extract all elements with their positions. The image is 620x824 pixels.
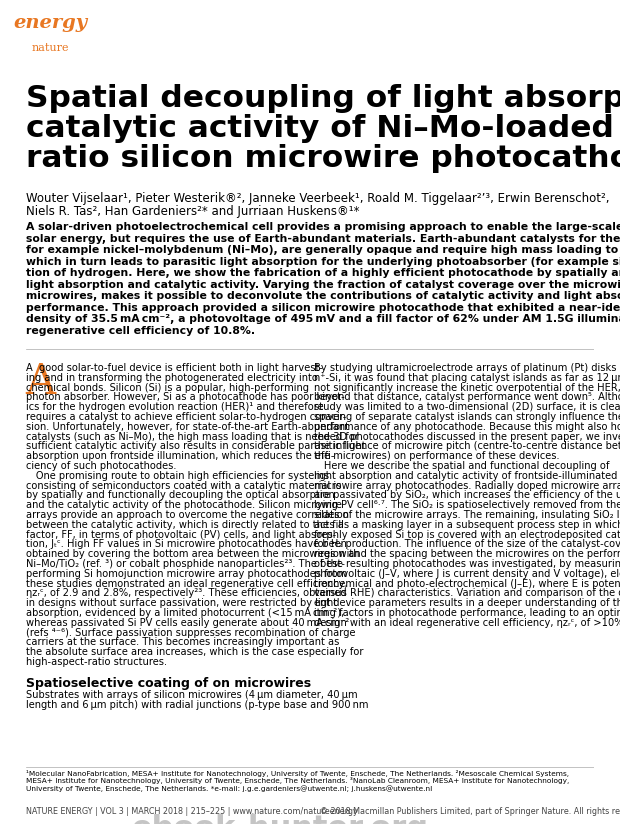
Text: obtained by covering the bottom area between the microwires with: obtained by covering the bottom area bet…: [26, 550, 360, 559]
Text: A: A: [25, 361, 55, 403]
Text: by spatially and functionally decoupling the optical absorption: by spatially and functionally decoupling…: [26, 490, 335, 500]
Text: chemical bonds. Silicon (Si) is a popular, high-performing: chemical bonds. Silicon (Si) is a popula…: [26, 382, 309, 392]
Text: study was limited to a two-dimensional (2D) surface, it is clear that the: study was limited to a two-dimensional (…: [314, 402, 620, 412]
Text: ent device parameters results in a deeper understanding of the lim-: ent device parameters results in a deepe…: [314, 598, 620, 608]
Text: microwires, makes it possible to deconvolute the contributions of catalytic acti: microwires, makes it possible to deconvo…: [26, 291, 620, 301]
Text: for H₂ production. The influence of the size of the catalyst-covered: for H₂ production. The influence of the …: [314, 540, 620, 550]
Text: catalysts (such as Ni–Mo), the high mass loading that is needed for: catalysts (such as Ni–Mo), the high mass…: [26, 432, 359, 442]
Text: not significantly increase the kinetic overpotential of the HER, but that,: not significantly increase the kinetic o…: [314, 382, 620, 392]
Text: A  good solar-to-fuel device is efficient both in light harvest-: A good solar-to-fuel device is efficient…: [26, 363, 323, 373]
Text: MESA+ Institute for Nanotechnology, University of Twente, Enschede, The Netherla: MESA+ Institute for Nanotechnology, Univ…: [26, 778, 569, 784]
Text: Niels R. Tas², Han Gardeniers²* and Jurriaan Huskens®¹*: Niels R. Tas², Han Gardeniers²* and Jurr…: [26, 205, 360, 218]
Text: the absolute surface area increases, which is the case especially for: the absolute surface area increases, whi…: [26, 647, 363, 658]
Text: Substrates with arrays of silicon microwires (4 μm diameter, 40 μm: Substrates with arrays of silicon microw…: [26, 690, 358, 700]
Text: freshly exposed Si top is covered with an electrodeposited catalyst: freshly exposed Si top is covered with a…: [314, 530, 620, 540]
Text: microwire array photocathodes. Radially doped microwire arrays: microwire array photocathodes. Radially …: [314, 480, 620, 490]
Text: sufficient catalytic activity also results in considerable parasitic light: sufficient catalytic activity also resul…: [26, 442, 366, 452]
Text: By studying ultramicroelectrode arrays of platinum (Pt) disks on: By studying ultramicroelectrode arrays o…: [314, 363, 620, 373]
Text: photon absorber. However, Si as a photocathode has poor kinet-: photon absorber. However, Si as a photoc…: [26, 392, 345, 402]
Text: tion, Jₜᶜ. High FF values in Si microwire photocathodes have been: tion, Jₜᶜ. High FF values in Si microwir…: [26, 540, 347, 550]
Text: carriers at the surface. This becomes increasingly important as: carriers at the surface. This becomes in…: [26, 638, 339, 648]
Text: Spatioselective coating of on microwires: Spatioselective coating of on microwires: [26, 677, 311, 690]
Text: performance of any photocathode. Because this might also hold for: performance of any photocathode. Because…: [314, 422, 620, 432]
Text: Spatial decoupling of light absorption and: Spatial decoupling of light absorption a…: [26, 84, 620, 113]
Text: factor, FF, in terms of photovoltaic (PV) cells, and light absorp-: factor, FF, in terms of photovoltaic (PV…: [26, 530, 336, 540]
Text: ratio silicon microwire photocathodes: ratio silicon microwire photocathodes: [26, 144, 620, 173]
Text: consisting of semiconductors coated with a catalytic material is: consisting of semiconductors coated with…: [26, 480, 342, 490]
Text: ciency of such photocathodes.: ciency of such photocathodes.: [26, 461, 177, 471]
Text: © 2018 Macmillan Publishers Limited, part of Springer Nature. All rights reserve: © 2018 Macmillan Publishers Limited, par…: [320, 807, 620, 816]
Text: tion of hydrogen. Here, we show the fabrication of a highly efficient photocatho: tion of hydrogen. Here, we show the fabr…: [26, 268, 620, 278]
Text: and the catalytic activity of the photocathode. Silicon microwire: and the catalytic activity of the photoc…: [26, 500, 342, 510]
Text: https://doi.org/10.1038/s41560-017-0068-x: https://doi.org/10.1038/s41560-017-0068-…: [423, 49, 611, 58]
Text: ics for the hydrogen evolution reaction (HER)¹ and therefore: ics for the hydrogen evolution reaction …: [26, 402, 324, 412]
Text: of the resulting photocathodes was investigated, by measuring their: of the resulting photocathodes was inves…: [314, 559, 620, 569]
Text: design with an ideal regenerative cell efficiency, ηᴢᵣᶜ, of >10%.: design with an ideal regenerative cell e…: [314, 618, 620, 628]
Text: the 3D photocathodes discussed in the present paper, we investigate: the 3D photocathodes discussed in the pr…: [314, 432, 620, 442]
Text: length and 6 μm pitch) with radial junctions (p-type base and 900 nm: length and 6 μm pitch) with radial junct…: [26, 700, 368, 709]
Text: density of 35.5 mA cm⁻², a photovoltage of 495 mV and a fill factor of 62% under: density of 35.5 mA cm⁻², a photovoltage …: [26, 314, 620, 324]
Text: between the catalytic activity, which is directly related to the fill: between the catalytic activity, which is…: [26, 520, 344, 530]
Text: University of Twente, Enschede, The Netherlands. *e-mail: j.g.e.gardeniers@utwen: University of Twente, Enschede, The Neth…: [26, 785, 432, 792]
Text: A solar-driven photoelectrochemical cell provides a promising approach to enable: A solar-driven photoelectrochemical cell…: [26, 222, 620, 232]
Text: beyond that distance, catalyst performance went down⁵. Although this: beyond that distance, catalyst performan…: [314, 392, 620, 402]
Bar: [5, 5, 95, 61]
Text: ARTICLES: ARTICLES: [463, 7, 611, 35]
Text: arrays provide an approach to overcome the negative correlation: arrays provide an approach to overcome t…: [26, 510, 349, 520]
Text: nature: nature: [31, 43, 69, 53]
Text: catalytic activity of Ni–Mo-loaded high-aspect-: catalytic activity of Ni–Mo-loaded high-…: [26, 114, 620, 143]
Text: ebook-hunter.org: ebook-hunter.org: [131, 814, 428, 824]
Text: One promising route to obtain high efficiencies for systems: One promising route to obtain high effic…: [26, 471, 329, 480]
Text: in designs without surface passivation, were restricted by light: in designs without surface passivation, …: [26, 598, 337, 608]
Text: light absorption and catalytic activity. Varying the fraction of catalyst covera: light absorption and catalytic activity.…: [26, 279, 620, 289]
Text: performance. This approach provided a silicon microwire photocathode that exhibi: performance. This approach provided a si…: [26, 302, 620, 312]
Text: n⁺-Si, it was found that placing catalyst islands as far as 12 μm apart did: n⁺-Si, it was found that placing catalys…: [314, 372, 620, 383]
Text: whereas passivated Si PV cells easily generate about 40 mA cm⁻²: whereas passivated Si PV cells easily ge…: [26, 618, 349, 628]
Text: lying PV cell⁶·⁷. The SiO₂ is spatioselectively removed from the top: lying PV cell⁶·⁷. The SiO₂ is spatiosele…: [314, 500, 620, 510]
Text: photovoltaic (J–V, where J is current density and V voltage), elec-: photovoltaic (J–V, where J is current de…: [314, 569, 620, 578]
Text: Wouter Vijselaar¹, Pieter Westerik®², Janneke Veerbeek¹, Roald M. Tiggelaar²’³, : Wouter Vijselaar¹, Pieter Westerik®², Ja…: [26, 192, 609, 205]
Text: energy: energy: [13, 15, 87, 32]
Text: these studies demonstrated an ideal regenerative cell efficiency,: these studies demonstrated an ideal rege…: [26, 578, 348, 588]
Text: Ni–Mo/TiO₂ (ref. ³) or cobalt phosphide nanoparticles²³. The best-: Ni–Mo/TiO₂ (ref. ³) or cobalt phosphide …: [26, 559, 345, 569]
Text: for example nickel–molybdenum (Ni–Mo), are generally opaque and require high mas: for example nickel–molybdenum (Ni–Mo), a…: [26, 245, 620, 255]
Text: absorption, evidenced by a limited photocurrent (<15 mA cm⁻²),: absorption, evidenced by a limited photo…: [26, 608, 344, 618]
Text: versus RHE) characteristics. Variation and comparison of the differ-: versus RHE) characteristics. Variation a…: [314, 588, 620, 598]
Text: (refs ⁴⁻⁶). Surface passivation suppresses recombination of charge: (refs ⁴⁻⁶). Surface passivation suppress…: [26, 628, 355, 638]
Text: acts as a masking layer in a subsequent process step in which the: acts as a masking layer in a subsequent …: [314, 520, 620, 530]
Text: which in turn leads to parasitic light absorption for the underlying photoabsorb: which in turn leads to parasitic light a…: [26, 256, 620, 266]
Text: high-aspect-ratio structures.: high-aspect-ratio structures.: [26, 657, 167, 667]
Text: are passivated by SiO₂, which increases the efficiency of the under-: are passivated by SiO₂, which increases …: [314, 490, 620, 500]
Text: spacing of separate catalyst islands can strongly influence the catalyst: spacing of separate catalyst islands can…: [314, 412, 620, 422]
Text: Here we describe the spatial and functional decoupling of: Here we describe the spatial and functio…: [314, 461, 609, 471]
Text: the influence of microwire pitch (centre-to-centre distance between: the influence of microwire pitch (centre…: [314, 442, 620, 452]
Text: trochemical and photo-electrochemical (J–E), where E is potential: trochemical and photo-electrochemical (J…: [314, 578, 620, 588]
Text: requires a catalyst to achieve efficient solar-to-hydrogen conver-: requires a catalyst to achieve efficient…: [26, 412, 347, 422]
Text: region and the spacing between the microwires on the performance: region and the spacing between the micro…: [314, 550, 620, 559]
Text: sion. Unfortunately, however, for state-of-the-art Earth-abundant: sion. Unfortunately, however, for state-…: [26, 422, 349, 432]
Text: ing and in transforming the photogenerated electricity into: ing and in transforming the photogenerat…: [26, 372, 318, 383]
Text: ¹Molecular NanoFabrication, MESA+ Institute for Nanotechnology, University of Tw: ¹Molecular NanoFabrication, MESA+ Instit…: [26, 770, 569, 777]
Text: ηᴢᵣᶜ, of 2.9 and 2.8%, respectively²³. These efficiencies, obtained: ηᴢᵣᶜ, of 2.9 and 2.8%, respectively²³. T…: [26, 588, 347, 598]
Text: iting factors in photocathode performance, leading to an optimized: iting factors in photocathode performanc…: [314, 608, 620, 618]
Text: absorption upon frontside illumination, which reduces the effi-: absorption upon frontside illumination, …: [26, 452, 335, 461]
Text: the microwires) on performance of these devices.: the microwires) on performance of these …: [314, 452, 560, 461]
Text: sides of the microwire arrays. The remaining, insulating SiO₂ layer: sides of the microwire arrays. The remai…: [314, 510, 620, 520]
Text: solar energy, but requires the use of Earth-abundant materials. Earth-abundant c: solar energy, but requires the use of Ea…: [26, 233, 620, 244]
Text: NATURE ENERGY | VOL 3 | MARCH 2018 | 215–225 | www.nature.com/natureenergy: NATURE ENERGY | VOL 3 | MARCH 2018 | 215…: [26, 807, 358, 816]
Text: regenerative cell efficiency of 10.8%.: regenerative cell efficiency of 10.8%.: [26, 325, 255, 335]
Text: light absorption and catalytic activity of frontside-illuminated Si: light absorption and catalytic activity …: [314, 471, 620, 480]
Text: performing Si homojunction microwire array photocathodes from: performing Si homojunction microwire arr…: [26, 569, 347, 578]
